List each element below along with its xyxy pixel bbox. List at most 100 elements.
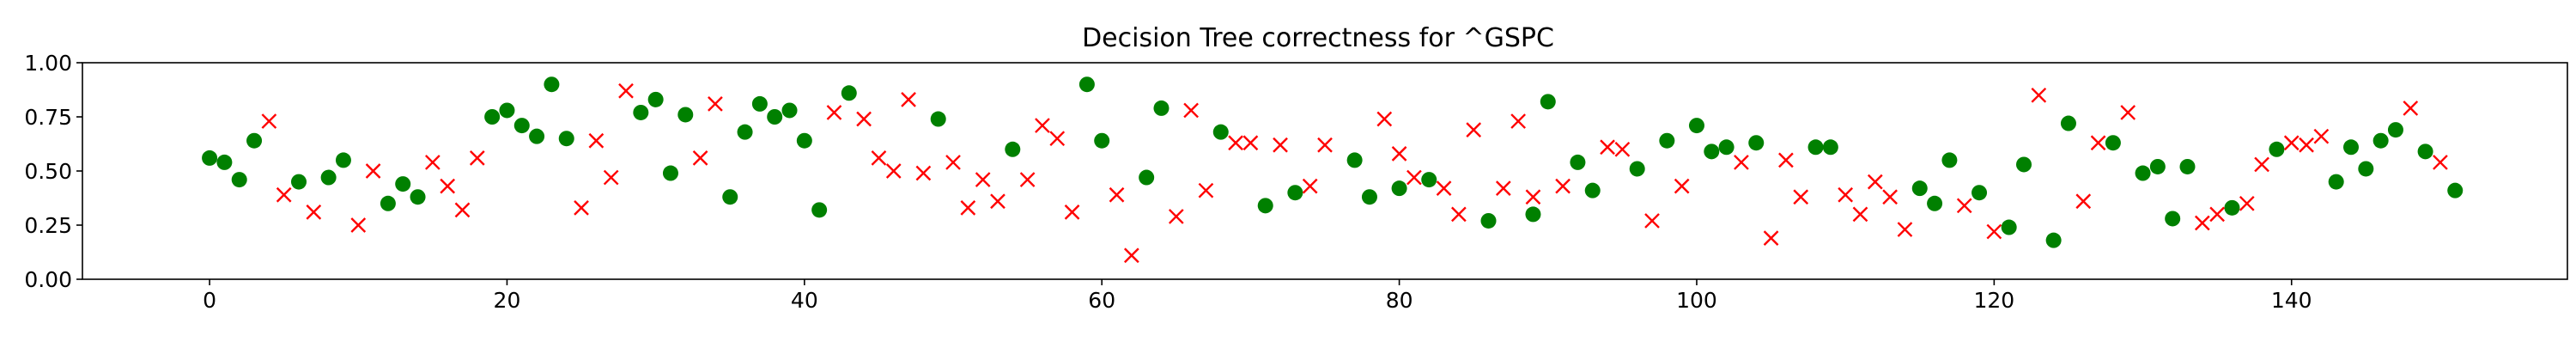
incorrect-point xyxy=(1451,206,1467,223)
correct-point xyxy=(2179,158,2196,174)
correct-point xyxy=(1139,169,1155,186)
incorrect-point xyxy=(261,113,277,129)
incorrect-point xyxy=(1956,198,1972,214)
correct-point xyxy=(335,152,351,168)
incorrect-point xyxy=(2075,193,2092,210)
correct-point xyxy=(1005,141,1021,157)
correct-point xyxy=(2060,115,2076,131)
incorrect-point xyxy=(885,163,902,179)
correct-point xyxy=(1391,180,1407,197)
correct-point xyxy=(2343,139,2360,156)
correct-point xyxy=(1971,185,1988,201)
correct-point xyxy=(1480,212,1497,229)
correct-point xyxy=(1584,182,1601,198)
incorrect-point xyxy=(1495,180,1511,197)
incorrect-point xyxy=(1525,189,1541,205)
incorrect-point xyxy=(1897,222,1913,237)
correct-point xyxy=(1287,185,1303,201)
correct-point xyxy=(2417,143,2433,160)
incorrect-point xyxy=(901,91,916,107)
correct-point xyxy=(767,109,783,125)
x-tick-label: 60 xyxy=(1088,288,1115,313)
incorrect-point xyxy=(1242,135,1259,151)
x-tick-label: 0 xyxy=(203,288,216,313)
incorrect-point xyxy=(1049,131,1066,147)
correct-point xyxy=(1927,195,1943,211)
incorrect-point xyxy=(2254,156,2269,173)
incorrect-point xyxy=(1763,230,1779,246)
correct-point xyxy=(1704,143,1720,160)
incorrect-point xyxy=(276,186,292,203)
incorrect-point xyxy=(945,155,961,170)
correct-point xyxy=(2447,182,2464,198)
x-tick-label: 80 xyxy=(1386,288,1413,313)
incorrect-point xyxy=(2433,155,2448,170)
incorrect-point xyxy=(826,105,842,120)
incorrect-point xyxy=(1035,118,1050,133)
incorrect-point xyxy=(588,132,605,149)
correct-point xyxy=(1361,189,1377,205)
correct-point xyxy=(499,102,515,119)
correct-point xyxy=(529,128,545,144)
incorrect-point xyxy=(1600,139,1615,156)
correct-point xyxy=(2135,165,2151,181)
correct-point xyxy=(841,85,857,101)
correct-point xyxy=(1911,180,1928,197)
incorrect-point xyxy=(1734,155,1749,170)
correct-point xyxy=(751,95,768,112)
y-tick-label: 1.00 xyxy=(24,51,72,76)
incorrect-point xyxy=(975,172,991,187)
incorrect-point xyxy=(2209,206,2225,223)
correct-point xyxy=(2372,132,2389,149)
incorrect-point xyxy=(1273,137,1288,153)
incorrect-point xyxy=(2403,101,2419,116)
y-tick-label: 0.75 xyxy=(24,105,72,130)
incorrect-point xyxy=(425,155,440,170)
incorrect-point xyxy=(365,163,381,179)
correct-point xyxy=(2224,199,2240,216)
correct-point xyxy=(1525,206,1541,223)
incorrect-point xyxy=(306,205,322,220)
correct-point xyxy=(544,76,560,93)
incorrect-point xyxy=(469,150,485,166)
incorrect-point xyxy=(1302,178,1318,194)
correct-point xyxy=(216,154,233,170)
incorrect-point xyxy=(1109,186,1125,203)
incorrect-point xyxy=(603,169,619,186)
correct-point xyxy=(1570,154,1586,170)
incorrect-point xyxy=(1793,189,1809,205)
incorrect-point xyxy=(692,150,708,166)
plot-frame xyxy=(82,62,2568,280)
correct-point xyxy=(1078,76,1095,93)
correct-point xyxy=(246,132,263,149)
correct-point xyxy=(2328,174,2344,190)
x-tick-label: 140 xyxy=(2271,288,2312,313)
correct-point xyxy=(2165,211,2181,227)
incorrect-point xyxy=(915,165,932,181)
incorrect-point xyxy=(440,178,456,194)
correct-point xyxy=(1094,132,1110,149)
incorrect-point xyxy=(1436,180,1452,197)
incorrect-point xyxy=(1852,206,1868,223)
correct-point xyxy=(484,109,501,125)
correct-point xyxy=(1807,139,1824,156)
incorrect-point xyxy=(1183,102,1199,119)
incorrect-point xyxy=(708,96,723,112)
y-tick-label: 0.50 xyxy=(24,159,72,184)
correct-point xyxy=(1718,139,1735,156)
correct-point xyxy=(737,124,753,140)
correct-point xyxy=(1629,161,1645,177)
incorrect-point xyxy=(1124,247,1139,264)
incorrect-point xyxy=(2313,128,2330,144)
correct-point xyxy=(2105,135,2121,151)
incorrect-point xyxy=(1168,209,1184,224)
correct-point xyxy=(662,165,678,181)
incorrect-point xyxy=(574,199,589,216)
x-tick-label: 20 xyxy=(494,288,521,313)
correct-point xyxy=(1822,139,1838,156)
incorrect-point xyxy=(1867,174,1883,190)
correct-point xyxy=(1748,135,1765,151)
correct-point xyxy=(231,172,247,188)
correct-point xyxy=(677,107,694,123)
plot-area: 0 20 40 60 80 100 120 140 0.00 0.25 0.50 0.75 1.00 xyxy=(24,51,2568,313)
